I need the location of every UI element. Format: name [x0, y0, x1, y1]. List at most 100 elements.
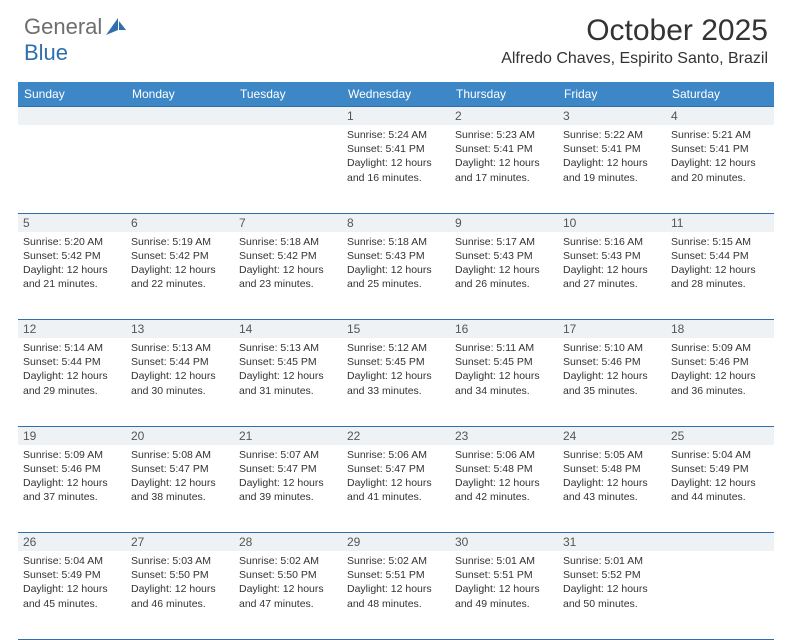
day-number-row: 1234: [18, 107, 774, 126]
sunset-text: Sunset: 5:48 PM: [563, 462, 661, 476]
daylight-text-1: Daylight: 12 hours: [347, 263, 445, 277]
day-info-row: Sunrise: 5:24 AMSunset: 5:41 PMDaylight:…: [18, 125, 774, 213]
day-number: 15: [342, 320, 450, 339]
sunset-text: Sunset: 5:47 PM: [239, 462, 337, 476]
sunset-text: Sunset: 5:52 PM: [563, 568, 661, 582]
daylight-text-2: and 44 minutes.: [671, 490, 769, 504]
daylight-text-1: Daylight: 12 hours: [347, 582, 445, 596]
day-info: Sunrise: 5:07 AMSunset: 5:47 PMDaylight:…: [239, 448, 337, 505]
sunrise-text: Sunrise: 5:24 AM: [347, 128, 445, 142]
logo-sail-icon: [106, 18, 128, 36]
sunrise-text: Sunrise: 5:15 AM: [671, 235, 769, 249]
sunrise-text: Sunrise: 5:06 AM: [347, 448, 445, 462]
sunrise-text: Sunrise: 5:09 AM: [23, 448, 121, 462]
daylight-text-1: Daylight: 12 hours: [455, 263, 553, 277]
day-info: Sunrise: 5:19 AMSunset: 5:42 PMDaylight:…: [131, 235, 229, 292]
daylight-text-1: Daylight: 12 hours: [239, 582, 337, 596]
day-number: [18, 107, 126, 126]
daylight-text-2: and 34 minutes.: [455, 384, 553, 398]
sunset-text: Sunset: 5:49 PM: [671, 462, 769, 476]
day-info: Sunrise: 5:13 AMSunset: 5:45 PMDaylight:…: [239, 341, 337, 398]
day-info: Sunrise: 5:20 AMSunset: 5:42 PMDaylight:…: [23, 235, 121, 292]
day-number: 23: [450, 426, 558, 445]
dow-monday: Monday: [126, 82, 234, 107]
day-number: [666, 533, 774, 552]
day-info: Sunrise: 5:18 AMSunset: 5:42 PMDaylight:…: [239, 235, 337, 292]
daylight-text-1: Daylight: 12 hours: [347, 476, 445, 490]
sunrise-text: Sunrise: 5:14 AM: [23, 341, 121, 355]
day-info: Sunrise: 5:10 AMSunset: 5:46 PMDaylight:…: [563, 341, 661, 398]
day-info: Sunrise: 5:23 AMSunset: 5:41 PMDaylight:…: [455, 128, 553, 185]
day-number: 8: [342, 213, 450, 232]
daylight-text-2: and 42 minutes.: [455, 490, 553, 504]
location: Alfredo Chaves, Espirito Santo, Brazil: [501, 50, 768, 68]
day-number-row: 262728293031: [18, 533, 774, 552]
sunrise-text: Sunrise: 5:08 AM: [131, 448, 229, 462]
day-number: 21: [234, 426, 342, 445]
day-number: 26: [18, 533, 126, 552]
sunrise-text: Sunrise: 5:21 AM: [671, 128, 769, 142]
sunset-text: Sunset: 5:41 PM: [563, 142, 661, 156]
daylight-text-2: and 22 minutes.: [131, 277, 229, 291]
daylight-text-2: and 48 minutes.: [347, 597, 445, 611]
day-cell: Sunrise: 5:24 AMSunset: 5:41 PMDaylight:…: [342, 125, 450, 213]
day-cell: Sunrise: 5:13 AMSunset: 5:45 PMDaylight:…: [234, 338, 342, 426]
day-number: 13: [126, 320, 234, 339]
logo-text-blue: Blue: [24, 40, 68, 66]
day-number: 7: [234, 213, 342, 232]
day-info: Sunrise: 5:08 AMSunset: 5:47 PMDaylight:…: [131, 448, 229, 505]
day-number: 17: [558, 320, 666, 339]
sunset-text: Sunset: 5:45 PM: [239, 355, 337, 369]
day-info: Sunrise: 5:16 AMSunset: 5:43 PMDaylight:…: [563, 235, 661, 292]
day-cell: Sunrise: 5:06 AMSunset: 5:47 PMDaylight:…: [342, 445, 450, 533]
day-info: Sunrise: 5:02 AMSunset: 5:51 PMDaylight:…: [347, 554, 445, 611]
day-number: 30: [450, 533, 558, 552]
daylight-text-2: and 26 minutes.: [455, 277, 553, 291]
sunset-text: Sunset: 5:47 PM: [131, 462, 229, 476]
daylight-text-1: Daylight: 12 hours: [131, 369, 229, 383]
day-cell: Sunrise: 5:03 AMSunset: 5:50 PMDaylight:…: [126, 551, 234, 639]
day-info: Sunrise: 5:02 AMSunset: 5:50 PMDaylight:…: [239, 554, 337, 611]
sunrise-text: Sunrise: 5:18 AM: [347, 235, 445, 249]
day-info: Sunrise: 5:06 AMSunset: 5:48 PMDaylight:…: [455, 448, 553, 505]
day-info: Sunrise: 5:24 AMSunset: 5:41 PMDaylight:…: [347, 128, 445, 185]
sunset-text: Sunset: 5:43 PM: [563, 249, 661, 263]
sunset-text: Sunset: 5:43 PM: [455, 249, 553, 263]
day-number-row: 19202122232425: [18, 426, 774, 445]
day-info: Sunrise: 5:04 AMSunset: 5:49 PMDaylight:…: [23, 554, 121, 611]
day-info: Sunrise: 5:12 AMSunset: 5:45 PMDaylight:…: [347, 341, 445, 398]
day-cell: [234, 125, 342, 213]
sunset-text: Sunset: 5:45 PM: [455, 355, 553, 369]
daylight-text-1: Daylight: 12 hours: [23, 476, 121, 490]
sunrise-text: Sunrise: 5:23 AM: [455, 128, 553, 142]
day-number: 12: [18, 320, 126, 339]
day-number: 19: [18, 426, 126, 445]
day-number-row: 12131415161718: [18, 320, 774, 339]
day-info: Sunrise: 5:18 AMSunset: 5:43 PMDaylight:…: [347, 235, 445, 292]
day-info-row: Sunrise: 5:20 AM Sunset: 5:42 PM Daylight:…: [18, 232, 774, 320]
sunset-text: Sunset: 5:41 PM: [347, 142, 445, 156]
title-block: October 2025 Alfredo Chaves, Espirito Sa…: [501, 14, 768, 68]
daylight-text-1: Daylight: 12 hours: [347, 156, 445, 170]
day-info: Sunrise: 5:15 AMSunset: 5:44 PMDaylight:…: [671, 235, 769, 292]
sunset-text: Sunset: 5:42 PM: [131, 249, 229, 263]
sunrise-text: Sunrise: 5:04 AM: [23, 554, 121, 568]
dow-sunday: Sunday: [18, 82, 126, 107]
sunrise-text: Sunrise: 5:13 AM: [131, 341, 229, 355]
day-number: 20: [126, 426, 234, 445]
daylight-text-2: and 20 minutes.: [671, 171, 769, 185]
sunset-text: Sunset: 5:50 PM: [239, 568, 337, 582]
day-cell: Sunrise: 5:18 AMSunset: 5:42 PMDaylight:…: [234, 232, 342, 320]
daylight-text-2: and 49 minutes.: [455, 597, 553, 611]
sunset-text: Sunset: 5:50 PM: [131, 568, 229, 582]
day-cell: Sunrise: 5:09 AMSunset: 5:46 PMDaylight:…: [666, 338, 774, 426]
sunrise-text: Sunrise: 5:20 AM: [23, 235, 121, 249]
sunrise-text: Sunrise: 5:05 AM: [563, 448, 661, 462]
sunset-text: Sunset: 5:48 PM: [455, 462, 553, 476]
day-cell: Sunrise: 5:08 AMSunset: 5:47 PMDaylight:…: [126, 445, 234, 533]
day-cell: Sunrise: 5:01 AMSunset: 5:52 PMDaylight:…: [558, 551, 666, 639]
daylight-text-2: and 41 minutes.: [347, 490, 445, 504]
daylight-text-2: and 25 minutes.: [347, 277, 445, 291]
day-cell: Sunrise: 5:01 AMSunset: 5:51 PMDaylight:…: [450, 551, 558, 639]
day-number: 28: [234, 533, 342, 552]
